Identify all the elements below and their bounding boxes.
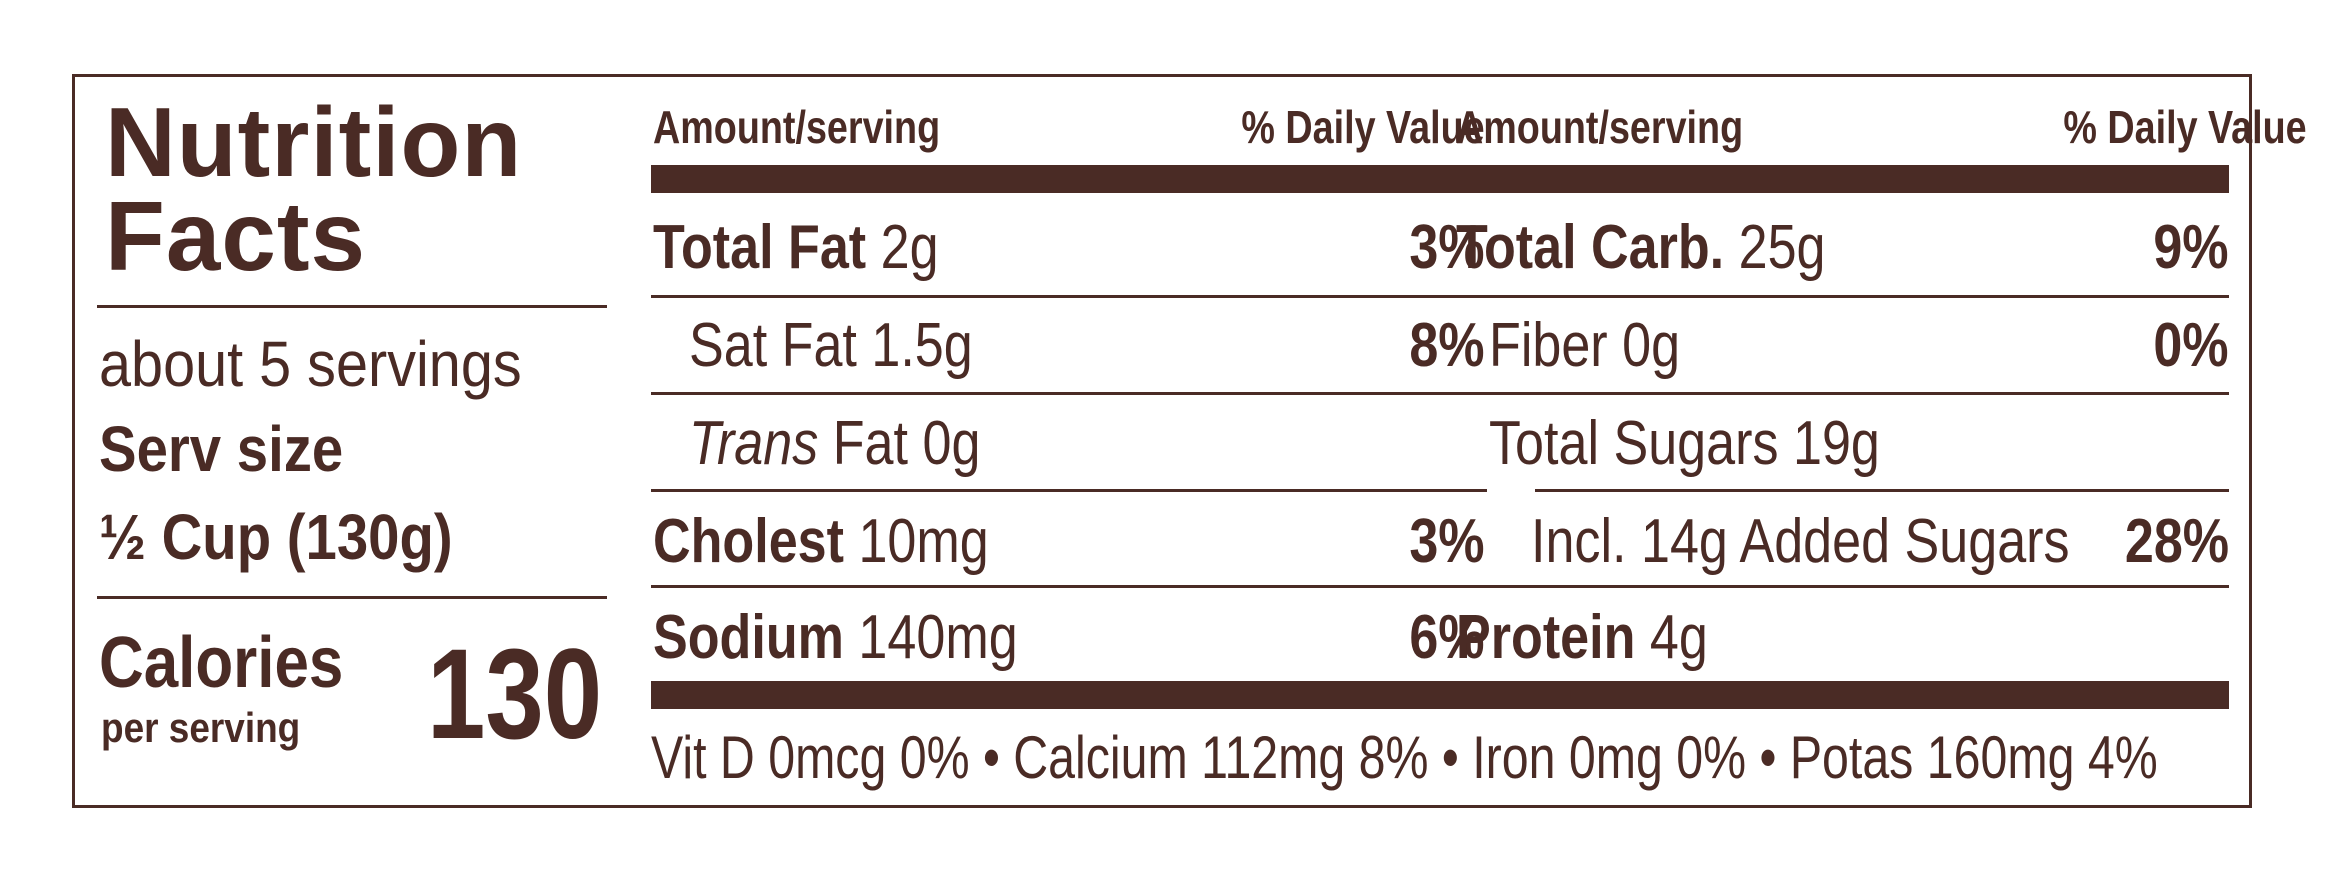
nutrient-row: Protein 4g [1456,605,1756,671]
nutrient-amount: 4g [1649,603,1708,672]
nutrient-name: Sodium [653,603,844,672]
divider [651,489,1487,492]
servings-text: about 5 servings [99,328,522,400]
nutrient-name: Fiber [1489,311,1608,380]
nutrient-amount: 25g [1738,213,1826,282]
divider [1455,295,2229,298]
nutrient-dv: 28% [2124,507,2229,576]
nutrient-dv: 3% [1409,507,1485,576]
nutrient-dv: 8% [1409,311,1485,380]
divider [97,596,607,599]
thick-bar [1455,165,2229,193]
title-line-1: Nutrition [105,87,523,197]
divider [1455,392,2229,395]
nutrient-row: Sat Fat 1.5g [689,313,1027,379]
nutrient-name: Cholest [653,507,844,576]
thick-bar [651,681,1487,709]
nutrient-name: Incl. 14g Added Sugars [1531,507,2070,576]
nutrient-row: Total Carb. 25g [1456,215,1896,281]
per-serving-label: per serving [101,704,301,751]
nutrient-amount: 10mg [858,507,989,576]
nutrient-row: Total Sugars 19g [1489,411,1954,477]
nutrient-row: Sodium 140mg [653,605,1087,671]
nutrient-amount: 0g [1622,311,1681,380]
nutrient-amount: 1.5g [871,311,973,380]
nutrient-dv: 9% [2153,213,2229,282]
thick-bar [1455,681,2229,709]
nutrient-amount: 2g [880,213,939,282]
nutrient-name: Total Carb. [1456,213,1725,282]
nutrient-dv: 0% [2153,311,2229,380]
divider [1455,585,2229,588]
divider [1535,489,2229,492]
nutrient-name: Sat Fat [689,311,857,380]
nutrient-name: Protein [1456,603,1636,672]
header-daily-value: % Daily Value [2063,101,2307,153]
title-line-2: Facts [105,181,367,291]
divider [651,295,1487,298]
nutrient-row: Total Fat 2g [653,215,993,281]
nutrient-dv: 3% [1409,213,1485,282]
divider [651,585,1487,588]
micronutrients-footer: Vit D 0mcg 0% • Calcium 112mg 8% • Iron … [651,724,2158,791]
serving-size-label: Serv size [99,413,344,485]
nutrient-row: Cholest 10mg [653,509,1053,575]
nutrient-amount: 19g [1792,409,1880,478]
nutrient-dv: 6% [1409,603,1485,672]
nutrient-name: Fat [832,409,909,478]
nutrient-row: Fiber 0g [1489,313,1716,379]
thick-bar [651,165,1487,193]
header-daily-value: % Daily Value [1241,101,1485,153]
nutrition-facts-panel: Nutrition Facts about 5 servings Serv si… [72,74,2307,808]
calories-value: 130 [427,623,603,766]
divider [651,392,1487,395]
calories-label: Calories [99,623,344,703]
nutrient-name: Total Sugars [1489,409,1779,478]
divider [97,305,607,308]
nutrient-amount: 140mg [858,603,1018,672]
nutrient-name-italic: Trans [689,409,819,478]
serving-size-value: ½ Cup (130g) [99,501,453,573]
header-amount: Amount/serving [653,101,941,153]
nutrient-amount: 0g [922,409,981,478]
nutrient-name: Total Fat [653,213,867,282]
header-amount: Amount/serving [1456,101,1744,153]
nutrient-row: Trans Fat 0g [689,411,1036,477]
